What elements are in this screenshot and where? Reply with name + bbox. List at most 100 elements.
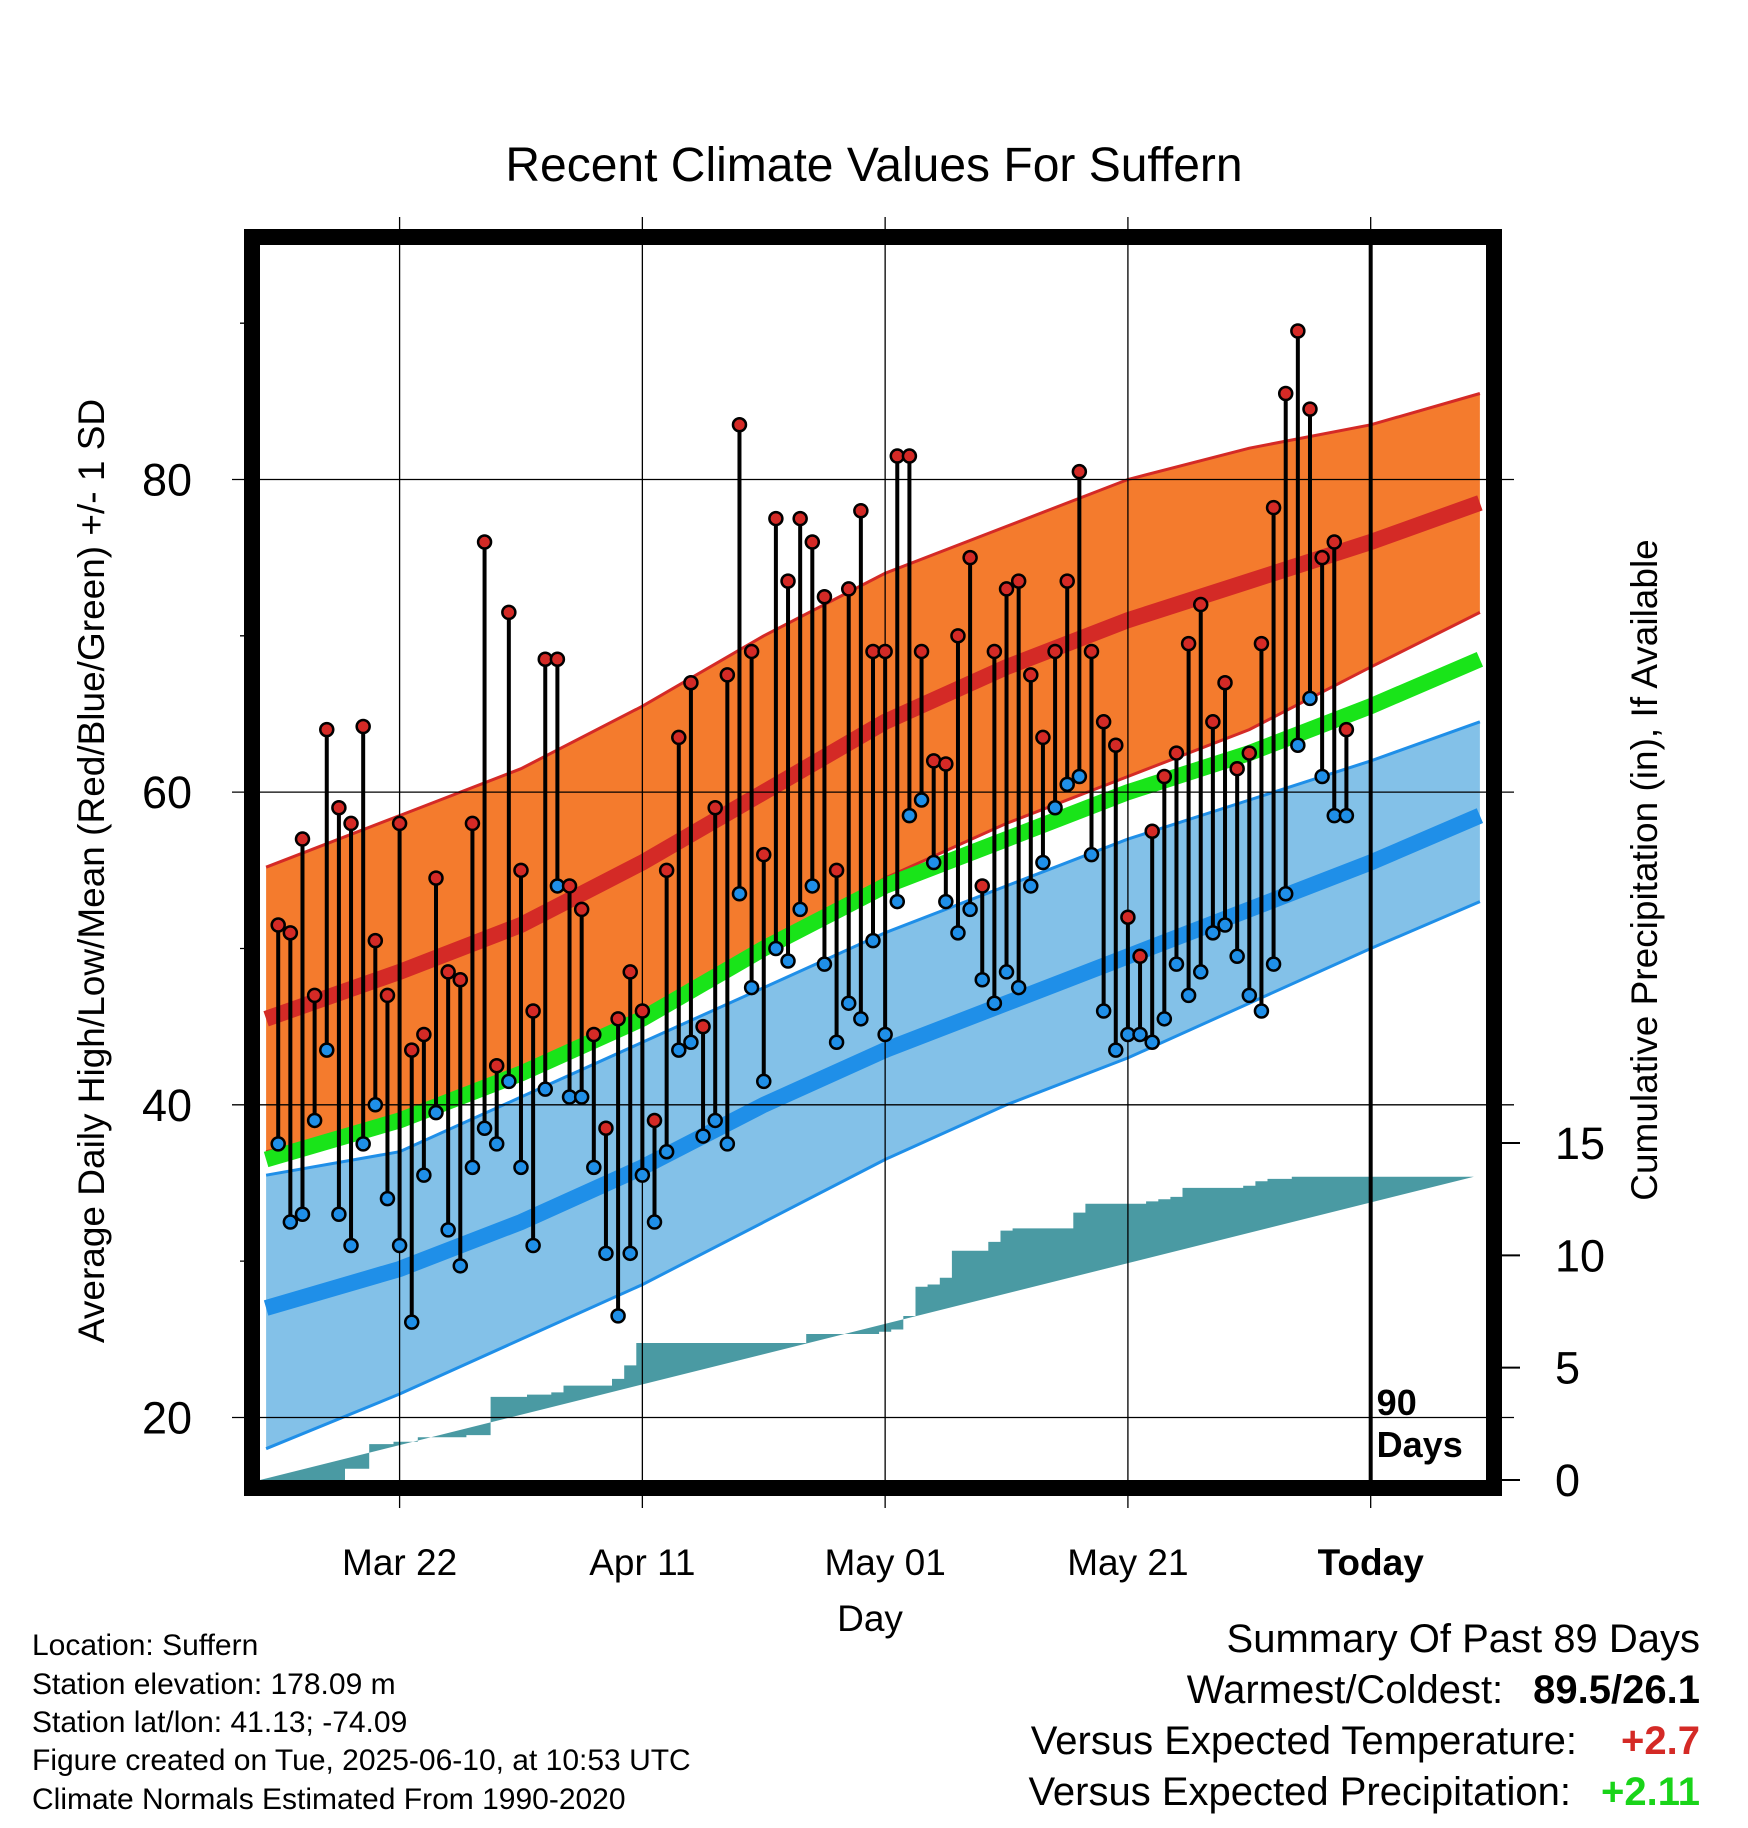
low-point — [877, 1026, 893, 1043]
high-point — [1010, 573, 1027, 589]
high-point — [1265, 499, 1282, 516]
high-point — [913, 643, 930, 660]
high-point — [671, 729, 687, 746]
high-point — [974, 878, 990, 894]
low-point — [1095, 1003, 1112, 1019]
low-point — [925, 854, 942, 871]
high-point — [440, 964, 456, 980]
precip-anomaly-value: +2.11 — [1600, 1770, 1700, 1814]
low-point — [488, 1136, 505, 1152]
high-point — [1144, 823, 1160, 839]
high-point — [331, 800, 347, 816]
precip-anomaly-label: Versus Expected Precipitation: — [1028, 1770, 1571, 1814]
high-point — [731, 417, 748, 433]
high-point — [476, 534, 493, 550]
high-point — [938, 756, 954, 772]
high-point — [416, 1026, 432, 1043]
low-point — [646, 1214, 663, 1230]
high-point — [610, 1011, 626, 1027]
low-point — [683, 1034, 699, 1051]
high-point — [598, 1120, 614, 1137]
low-point — [913, 792, 930, 808]
low-point — [901, 807, 918, 824]
high-point — [658, 862, 675, 879]
low-point — [1108, 1042, 1124, 1058]
high-point — [877, 643, 893, 660]
low-point — [391, 1237, 408, 1254]
y-tick-label: 80 — [142, 454, 192, 505]
precip-tick-label: 15 — [1555, 1118, 1605, 1169]
x-tick-label: May 01 — [824, 1542, 945, 1583]
low-point — [598, 1245, 614, 1262]
high-point — [428, 870, 444, 886]
low-point — [1035, 854, 1051, 871]
low-point — [306, 1112, 323, 1129]
low-point — [1010, 979, 1027, 996]
high-point — [525, 1003, 541, 1019]
high-point — [1290, 323, 1306, 339]
high-point — [1023, 667, 1039, 683]
high-point — [1302, 401, 1318, 417]
high-point — [1132, 948, 1148, 965]
high-point — [816, 588, 833, 605]
low-point — [1132, 1026, 1148, 1043]
low-point — [1156, 1011, 1173, 1027]
high-point — [464, 815, 481, 832]
y-tick-label: 20 — [142, 1392, 192, 1443]
low-point — [1217, 917, 1233, 933]
low-point — [440, 1222, 456, 1238]
high-point — [488, 1057, 505, 1074]
low-point — [865, 932, 881, 949]
high-point — [780, 573, 796, 589]
high-point — [986, 643, 1003, 660]
low-point — [731, 886, 748, 902]
high-point — [549, 651, 566, 668]
low-point — [464, 1159, 481, 1176]
low-point — [428, 1104, 444, 1121]
high-point — [1156, 768, 1173, 785]
high-point — [1192, 596, 1209, 613]
precip-tick-label: 5 — [1555, 1343, 1580, 1394]
x-axis-label: Day — [837, 1598, 903, 1639]
low-point — [379, 1190, 396, 1207]
low-point — [719, 1136, 736, 1152]
low-point — [331, 1206, 347, 1222]
high-point — [1253, 635, 1270, 652]
high-point — [403, 1042, 420, 1058]
low-point — [282, 1214, 299, 1230]
high-point — [294, 831, 311, 847]
low-point — [889, 893, 906, 910]
temp-anomaly-label: Versus Expected Temperature: — [1030, 1719, 1578, 1763]
high-point — [573, 901, 590, 918]
high-point — [1241, 745, 1258, 761]
info-latlon: Station lat/lon: 41.13; -74.09 — [32, 1706, 408, 1739]
low-point — [962, 901, 978, 918]
daily-points — [270, 323, 1355, 1330]
y-tick-label: 60 — [142, 767, 192, 818]
high-point — [998, 581, 1015, 597]
low-point — [658, 1143, 675, 1160]
y-axis-right-label: Cumulative Precipitation (in), If Availa… — [1624, 539, 1665, 1201]
low-point — [840, 995, 857, 1011]
low-point — [1338, 807, 1355, 824]
high-point — [840, 581, 857, 597]
info-normals: Climate Normals Estimated From 1990-2020 — [32, 1783, 626, 1816]
high-point — [1168, 745, 1185, 761]
high-point — [1314, 549, 1330, 566]
low-point — [573, 1089, 590, 1105]
low-point — [974, 971, 990, 988]
low-point — [1023, 878, 1039, 894]
low-point — [343, 1237, 359, 1254]
temp-anomaly-value: +2.7 — [1621, 1719, 1700, 1763]
low-point — [986, 995, 1003, 1011]
low-point — [792, 901, 808, 918]
high-point — [695, 1018, 711, 1035]
low-point — [950, 925, 966, 941]
x-tick-label: Apr 11 — [589, 1542, 695, 1583]
high-point — [950, 628, 966, 644]
high-point — [962, 549, 978, 566]
low-point — [537, 1081, 554, 1097]
low-point — [1205, 925, 1221, 941]
high-point — [1277, 385, 1294, 402]
